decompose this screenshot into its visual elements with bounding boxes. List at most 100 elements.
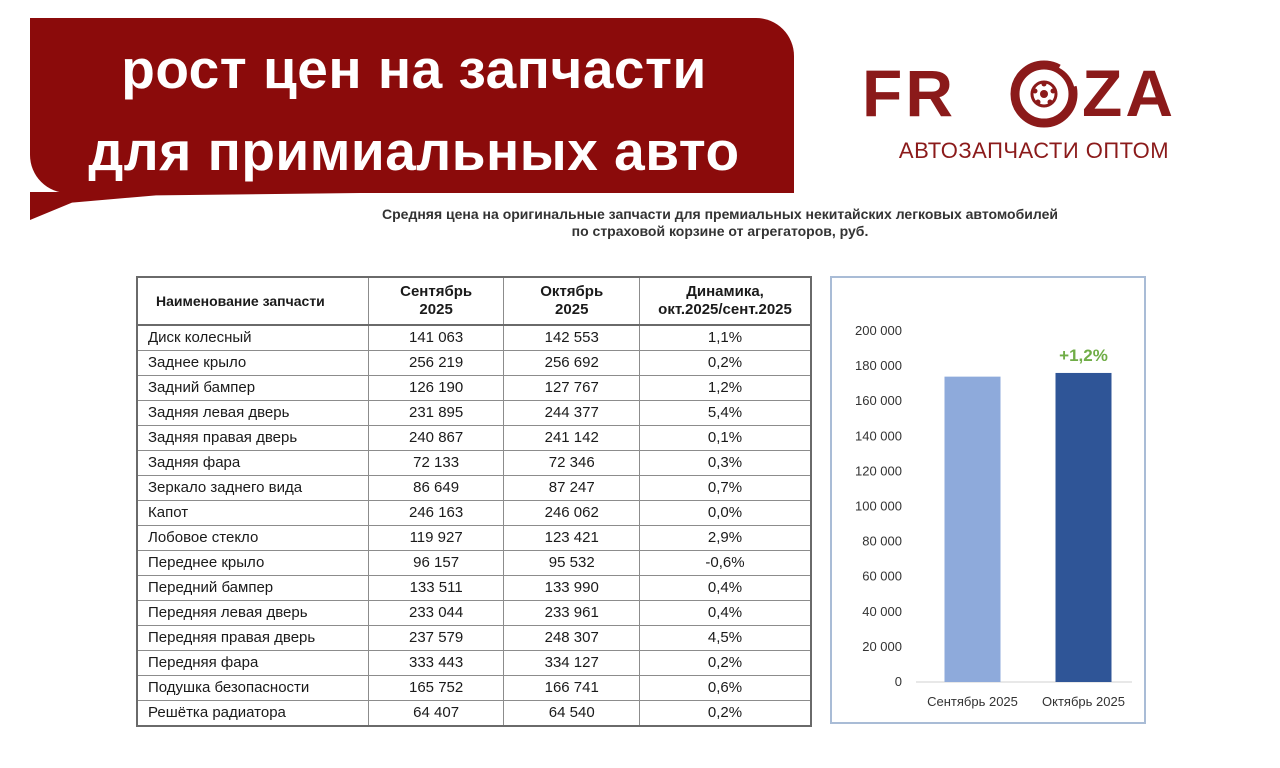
headline-line-1: рост цен на запчасти bbox=[121, 38, 707, 100]
header-october: Октябрь 2025 bbox=[503, 276, 641, 326]
y-tick-label: 120 000 bbox=[855, 463, 902, 478]
cell-part-name: Задняя левая дверь bbox=[136, 400, 369, 426]
y-tick-label: 180 000 bbox=[855, 358, 902, 373]
brake-disc-icon bbox=[1010, 60, 1078, 128]
headline-line-2: для примиальных авто bbox=[88, 120, 740, 182]
table-row: Зеркало заднего вида 86 649 87 247 0,7% bbox=[136, 475, 812, 501]
cell-part-name: Зеркало заднего вида bbox=[136, 475, 369, 501]
cell-october: 87 247 bbox=[503, 475, 641, 501]
table-row: Передняя левая дверь 233 044 233 961 0,4% bbox=[136, 600, 812, 626]
table-row: Передний бампер 133 511 133 990 0,4% bbox=[136, 575, 812, 601]
x-category-label: Октябрь 2025 bbox=[1042, 694, 1125, 709]
y-tick-label: 100 000 bbox=[855, 499, 902, 514]
header-october-line-2: 2025 bbox=[555, 301, 589, 318]
table-row: Диск колесный 141 063 142 553 1,1% bbox=[136, 324, 812, 351]
cell-september: 86 649 bbox=[367, 475, 505, 501]
cell-dynamics: 0,3% bbox=[639, 450, 812, 476]
cell-dynamics: 1,2% bbox=[639, 375, 812, 401]
cell-dynamics: 4,5% bbox=[639, 625, 812, 651]
table-row: Задний бампер 126 190 127 767 1,2% bbox=[136, 375, 812, 401]
y-tick-label: 80 000 bbox=[862, 534, 902, 549]
cell-september: 72 133 bbox=[367, 450, 505, 476]
cell-october: 241 142 bbox=[503, 425, 641, 451]
cell-dynamics: 0,4% bbox=[639, 575, 812, 601]
cell-october: 72 346 bbox=[503, 450, 641, 476]
headline-banner bbox=[30, 18, 794, 193]
cell-september: 165 752 bbox=[367, 675, 505, 701]
cell-dynamics: 5,4% bbox=[639, 400, 812, 426]
table-row: Заднее крыло 256 219 256 692 0,2% bbox=[136, 350, 812, 376]
cell-september: 233 044 bbox=[367, 600, 505, 626]
header-dynamics-line-2: окт.2025/сент.2025 bbox=[658, 301, 792, 318]
y-tick-label: 200 000 bbox=[855, 323, 902, 338]
bar-september bbox=[944, 376, 1001, 682]
cell-september: 246 163 bbox=[367, 500, 505, 526]
y-tick-label: 20 000 bbox=[862, 639, 902, 654]
cell-part-name: Передняя правая дверь bbox=[136, 625, 369, 651]
cell-dynamics: 0,2% bbox=[639, 350, 812, 376]
cell-dynamics: 0,2% bbox=[639, 650, 812, 676]
cell-part-name: Задний бампер bbox=[136, 375, 369, 401]
table-row: Капот 246 163 246 062 0,0% bbox=[136, 500, 812, 526]
table-row: Задняя левая дверь 231 895 244 377 5,4% bbox=[136, 400, 812, 426]
logo-text-right: ZA bbox=[1082, 56, 1176, 130]
average-price-chart: 0 20 000 40 000 60 000 80 000 100 000 120 000 1… bbox=[830, 276, 1146, 724]
cell-september: 231 895 bbox=[367, 400, 505, 426]
cell-october: 244 377 bbox=[503, 400, 641, 426]
cell-part-name: Подушка безопасности bbox=[136, 675, 369, 701]
cell-dynamics: -0,6% bbox=[639, 550, 812, 576]
cell-part-name: Заднее крыло bbox=[136, 350, 369, 376]
parts-price-table: Наименование запчасти Сентябрь 2025 Октя… bbox=[136, 276, 812, 727]
cell-october: 256 692 bbox=[503, 350, 641, 376]
cell-part-name: Капот bbox=[136, 500, 369, 526]
cell-part-name: Задняя фара bbox=[136, 450, 369, 476]
cell-september: 237 579 bbox=[367, 625, 505, 651]
chart-canvas: 0 20 000 40 000 60 000 80 000 100 000 120 000 1… bbox=[855, 323, 1132, 709]
cell-dynamics: 0,2% bbox=[639, 700, 812, 727]
header-dynamics: Динамика, окт.2025/сент.2025 bbox=[639, 276, 812, 326]
cell-part-name: Передняя левая дверь bbox=[136, 600, 369, 626]
cell-october: 123 421 bbox=[503, 525, 641, 551]
cell-dynamics: 2,9% bbox=[639, 525, 812, 551]
cell-part-name: Задняя правая дверь bbox=[136, 425, 369, 451]
cell-september: 141 063 bbox=[367, 324, 505, 351]
cell-part-name: Передняя фара bbox=[136, 650, 369, 676]
cell-october: 248 307 bbox=[503, 625, 641, 651]
table-row: Подушка безопасности 165 752 166 741 0,6% bbox=[136, 675, 812, 701]
logo-text-left: FR bbox=[862, 56, 956, 130]
table-header-row: Наименование запчасти Сентябрь 2025 Октя… bbox=[136, 276, 812, 326]
cell-dynamics: 1,1% bbox=[639, 324, 812, 351]
cell-october: 233 961 bbox=[503, 600, 641, 626]
table-row: Лобовое стекло 119 927 123 421 2,9% bbox=[136, 525, 812, 551]
header-part-name: Наименование запчасти bbox=[136, 276, 369, 326]
y-tick-label: 140 000 bbox=[855, 428, 902, 443]
cell-september: 64 407 bbox=[367, 700, 505, 727]
cell-october: 246 062 bbox=[503, 500, 641, 526]
cell-part-name: Передний бампер bbox=[136, 575, 369, 601]
cell-dynamics: 0,4% bbox=[639, 600, 812, 626]
header-september-line-1: Сентябрь bbox=[400, 283, 473, 300]
cell-october: 166 741 bbox=[503, 675, 641, 701]
header-dynamics-line-1: Динамика, bbox=[686, 283, 764, 300]
cell-part-name: Лобовое стекло bbox=[136, 525, 369, 551]
bar-october bbox=[1055, 372, 1112, 682]
cell-dynamics: 0,1% bbox=[639, 425, 812, 451]
growth-annotation: +1,2% bbox=[1059, 346, 1108, 365]
y-tick-label: 40 000 bbox=[862, 604, 902, 619]
cell-september: 126 190 bbox=[367, 375, 505, 401]
froza-logo: FR ZA АВТОЗАПЧАСТИ ОПТОМ bbox=[860, 58, 1210, 168]
header-september-line-2: 2025 bbox=[419, 301, 453, 318]
cell-september: 119 927 bbox=[367, 525, 505, 551]
cell-october: 142 553 bbox=[503, 324, 641, 351]
logo-subtitle: АВТОЗАПЧАСТИ ОПТОМ bbox=[898, 138, 1170, 163]
cell-october: 64 540 bbox=[503, 700, 641, 727]
table-row: Задняя фара 72 133 72 346 0,3% bbox=[136, 450, 812, 476]
table-title-line-2: по страховой корзине от агрегаторов, руб… bbox=[571, 223, 869, 239]
cell-october: 127 767 bbox=[503, 375, 641, 401]
table-title: Средняя цена на оригинальные запчасти дл… bbox=[240, 206, 1200, 240]
cell-part-name: Переднее крыло bbox=[136, 550, 369, 576]
cell-dynamics: 0,6% bbox=[639, 675, 812, 701]
table-row: Передняя фара 333 443 334 127 0,2% bbox=[136, 650, 812, 676]
table-row: Решётка радиатора 64 407 64 540 0,2% bbox=[136, 700, 812, 727]
cell-dynamics: 0,0% bbox=[639, 500, 812, 526]
